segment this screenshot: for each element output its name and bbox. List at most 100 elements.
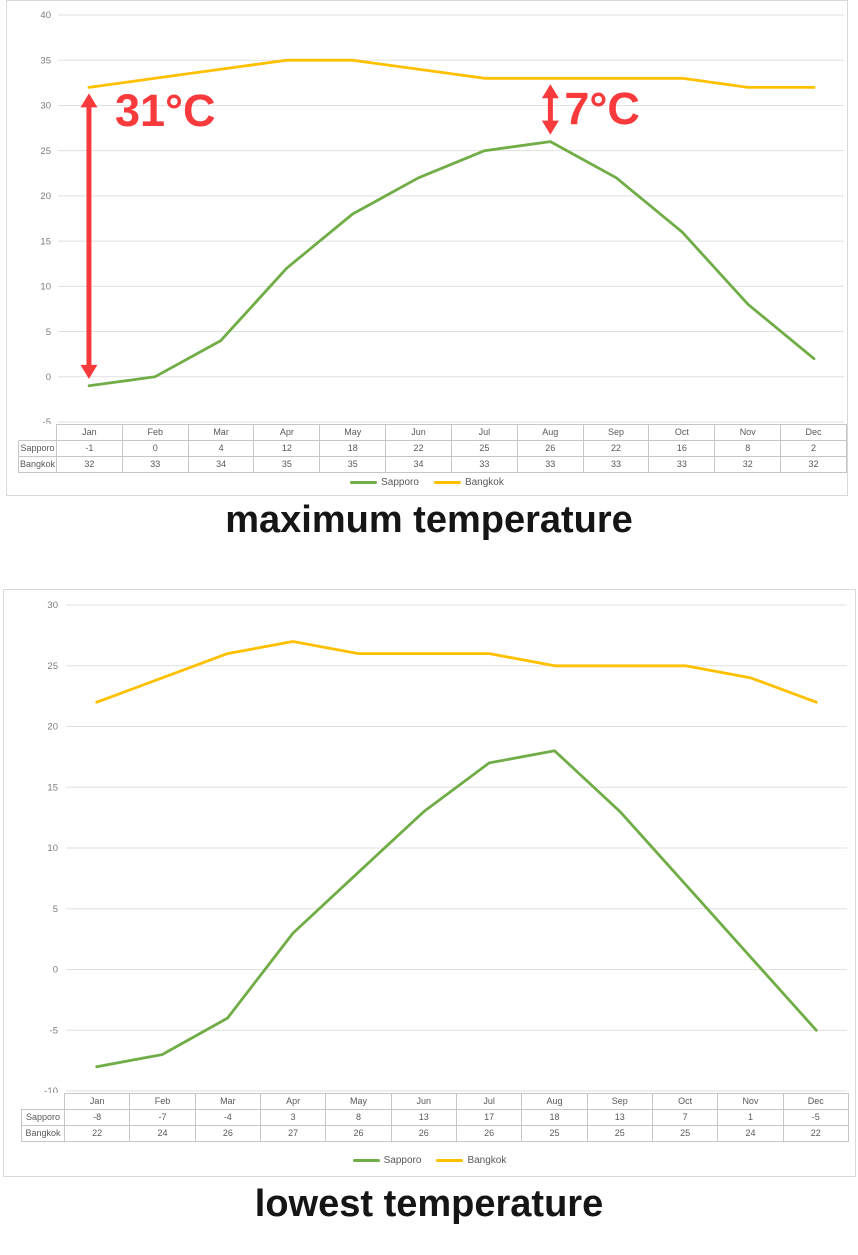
table-value-cell: 4 <box>187 440 255 457</box>
y-axis-tick-label: 20 <box>40 191 51 202</box>
month-header-cell: Jul <box>450 424 518 441</box>
month-header-cell: Jul <box>455 1093 523 1110</box>
series-row-label: Sapporo <box>18 440 57 457</box>
legend-item-sapporo: Sapporo <box>350 477 419 488</box>
table-value-cell: 24 <box>129 1125 196 1142</box>
annotation-arrowhead-down <box>541 120 559 135</box>
legend-swatch-bangkok <box>436 1159 464 1162</box>
month-header-cell: Oct <box>651 1093 719 1110</box>
table-value-cell: -8 <box>63 1109 131 1126</box>
table-row-bangkok: Bangkok 22 24 26 27 26 26 26 25 25 25 24 22 <box>21 1125 850 1142</box>
legend-item-sapporo: Sapporo <box>352 1155 422 1166</box>
table-corner-cell <box>19 425 57 441</box>
y-axis-tick-label: 0 <box>46 372 51 383</box>
table-value-cell: 33 <box>582 456 650 473</box>
table-value-cell: 2 <box>780 440 847 457</box>
table-row-sapporo: Sapporo -1 0 4 12 18 22 25 26 22 16 8 2 <box>18 440 847 457</box>
table-value-cell: 26 <box>194 1125 261 1142</box>
table-value-cell: 3 <box>259 1109 327 1126</box>
table-value-cell: 27 <box>259 1125 327 1142</box>
month-header-cell: Feb <box>129 1093 196 1110</box>
max-temp-chart-card: 40 35 30 25 20 15 10 5 0 -5 31°C 7°C Jan Feb Mar Apr Ma… <box>6 0 848 496</box>
low-temp-legend: Sapporo Bangkok <box>4 1155 855 1166</box>
bangkok-series-line <box>87 58 816 89</box>
month-header-cell: Apr <box>253 424 321 441</box>
month-header-cell: Jan <box>56 424 123 441</box>
table-value-cell: 17 <box>455 1109 523 1126</box>
month-header-cell: Oct <box>648 424 716 441</box>
legend-label: Sapporo <box>381 477 419 488</box>
table-value-cell: 8 <box>714 440 782 457</box>
table-value-cell: 25 <box>651 1125 719 1142</box>
y-axis-tick-label: 0 <box>53 965 58 976</box>
month-header-cell: Sep <box>582 424 650 441</box>
month-header-cell: Jun <box>385 424 452 441</box>
month-header-cell: Feb <box>121 424 189 441</box>
table-value-cell: 16 <box>648 440 716 457</box>
month-header-cell: May <box>325 1093 392 1110</box>
table-value-cell: 32 <box>780 456 847 473</box>
sapporo-series-line <box>87 140 816 388</box>
y-axis-tick-label: 35 <box>40 55 51 66</box>
table-corner-cell <box>22 1094 65 1110</box>
max-temp-legend: Sapporo Bangkok <box>7 477 847 488</box>
table-value-cell: -5 <box>782 1109 850 1126</box>
table-value-cell: -1 <box>56 440 123 457</box>
y-axis-tick-label: 15 <box>47 782 58 793</box>
y-axis-tick-label: 30 <box>47 600 58 611</box>
legend-swatch-bangkok <box>433 481 461 484</box>
month-header-cell: May <box>319 424 387 441</box>
low-temp-line-chart: 30 25 20 15 10 5 0 -5 -10 <box>44 600 847 1097</box>
legend-swatch-sapporo <box>350 481 378 484</box>
table-row-bangkok: Bangkok 32 33 34 35 35 34 33 33 33 33 32 32 <box>18 456 847 473</box>
month-header-cell: Aug <box>521 1093 588 1110</box>
series-row-label: Bangkok <box>18 456 57 473</box>
series-row-label: Sapporo <box>21 1109 65 1126</box>
y-axis-tick-label: -5 <box>43 417 51 428</box>
legend-swatch-sapporo <box>352 1159 380 1162</box>
month-header-cell: Apr <box>259 1093 327 1110</box>
table-value-cell: 25 <box>450 440 518 457</box>
month-header-cell: Jan <box>63 1093 131 1110</box>
legend-label: Bangkok <box>464 477 504 488</box>
month-header-cell: Dec <box>780 424 847 441</box>
table-value-cell: 22 <box>63 1125 131 1142</box>
table-value-cell: 35 <box>253 456 321 473</box>
annotation-label: 7°C <box>564 83 640 134</box>
table-value-cell: 7 <box>651 1109 719 1126</box>
table-value-cell: 12 <box>253 440 321 457</box>
legend-item-bangkok: Bangkok <box>436 1155 506 1166</box>
table-value-cell: -7 <box>129 1109 196 1126</box>
y-axis-tick-label: 30 <box>40 101 51 112</box>
table-value-cell: 1 <box>717 1109 784 1126</box>
table-value-cell: 25 <box>586 1125 653 1142</box>
legend-item-bangkok: Bangkok <box>433 477 504 488</box>
month-header-cell: Aug <box>516 424 584 441</box>
table-value-cell: 26 <box>516 440 584 457</box>
max-temp-title: maximum temperature <box>225 499 633 541</box>
annotation-arrowhead-up <box>80 93 98 108</box>
table-value-cell: 32 <box>56 456 123 473</box>
y-axis-tick-label: -5 <box>50 1025 58 1036</box>
y-axis-tick-label: 20 <box>47 722 58 733</box>
sapporo-series-line <box>95 749 818 1069</box>
annotation-label: 31°C <box>115 85 216 136</box>
y-axis-tick-label: 25 <box>47 661 58 672</box>
y-axis-tick-label: 15 <box>40 236 51 247</box>
bangkok-series-line <box>95 640 818 704</box>
month-header-cell: Dec <box>782 1093 850 1110</box>
max-temp-data-table: Jan Feb Mar Apr May Jun Jul Aug Sep Oct Nov Dec Sapp… <box>18 424 847 473</box>
month-header-row: Jan Feb Mar Apr May Jun Jul Aug Sep Oct Nov Dec <box>19 424 847 441</box>
table-value-cell: 26 <box>390 1125 457 1142</box>
table-value-cell: 26 <box>455 1125 523 1142</box>
table-value-cell: 18 <box>319 440 387 457</box>
table-value-cell: 25 <box>521 1125 588 1142</box>
month-header-row: Jan Feb Mar Apr May Jun Jul Aug Sep Oct Nov Dec <box>22 1093 850 1110</box>
table-value-cell: 32 <box>714 456 782 473</box>
table-value-cell: 24 <box>717 1125 784 1142</box>
y-axis-tick-label: 25 <box>40 146 51 157</box>
table-value-cell: 0 <box>121 440 189 457</box>
y-axis-tick-label: 5 <box>46 327 51 338</box>
legend-label: Sapporo <box>383 1155 422 1166</box>
